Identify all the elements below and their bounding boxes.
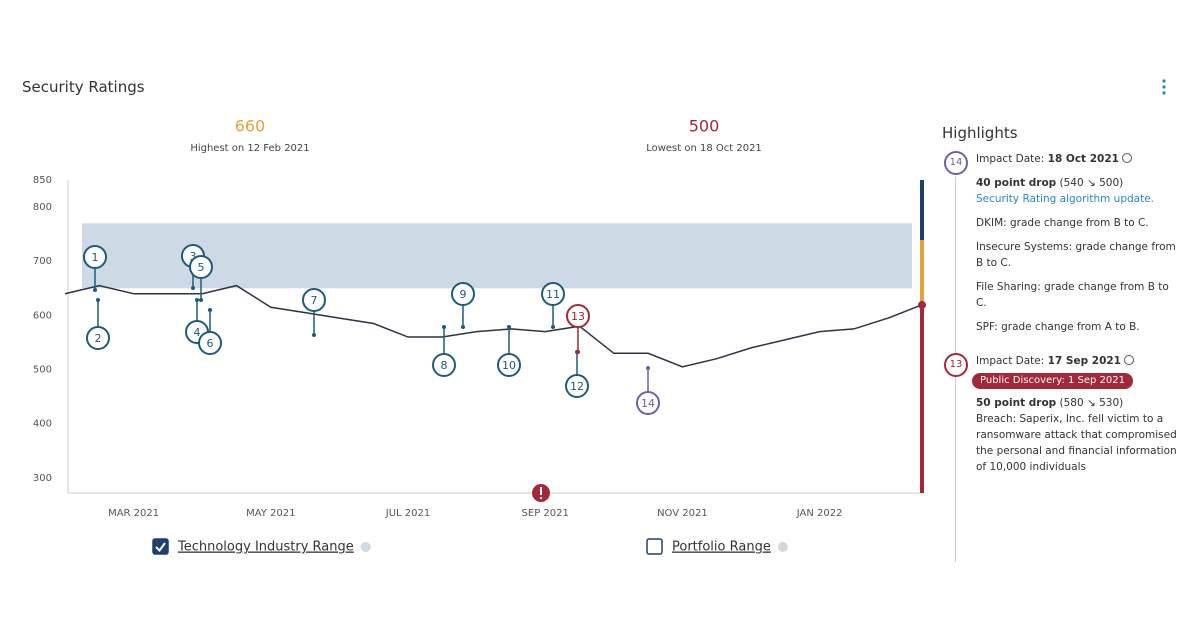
detail: Insecure Systems: grade change from B to… bbox=[976, 241, 1176, 269]
event-dot bbox=[199, 298, 203, 302]
event-dot bbox=[461, 325, 465, 329]
date-label: Impact Date: bbox=[976, 153, 1045, 165]
event-label: 14 bbox=[641, 397, 655, 410]
y-tick-label: 850 bbox=[33, 175, 52, 186]
event-marker[interactable] bbox=[198, 331, 222, 355]
event-dot bbox=[312, 333, 316, 337]
event-label: 12 bbox=[570, 380, 584, 393]
date-label: Impact Date: bbox=[976, 355, 1045, 367]
event-marker[interactable] bbox=[83, 245, 107, 269]
y-tick-label: 600 bbox=[33, 310, 52, 321]
alert-mark bbox=[540, 497, 542, 499]
event-label: 8 bbox=[441, 359, 448, 372]
badge: 14 bbox=[944, 151, 968, 175]
event-dot bbox=[442, 325, 446, 329]
event-label: 4 bbox=[194, 326, 201, 339]
info-icon bbox=[1124, 355, 1134, 365]
event-label: 10 bbox=[502, 359, 516, 372]
drop-change: (580 ↘ 530) bbox=[1059, 397, 1124, 409]
event-marker[interactable] bbox=[86, 326, 110, 350]
date: 18 Oct 2021 bbox=[1047, 153, 1119, 165]
annotation-text: Highest on 12 Feb 2021 bbox=[190, 143, 309, 154]
event-label: 7 bbox=[311, 294, 318, 307]
legend-swatch bbox=[777, 542, 788, 552]
event-label: 3 bbox=[190, 250, 197, 263]
current-dot bbox=[918, 301, 926, 309]
title: Security Ratings bbox=[22, 78, 145, 96]
annotation-value: 500 bbox=[689, 117, 720, 136]
x-tick-label: MAY 2021 bbox=[246, 508, 295, 519]
date: 17 Sep 2021 bbox=[1047, 355, 1121, 367]
highlights-title: Highlights bbox=[942, 125, 1018, 142]
detail: SPF: grade change from A to B. bbox=[976, 321, 1140, 333]
detail: DKIM: grade change from B to C. bbox=[976, 217, 1149, 229]
impact-date: Impact Date: 17 Sep 2021 bbox=[976, 353, 1182, 369]
event-dot bbox=[93, 288, 97, 292]
range-band bbox=[82, 223, 912, 289]
event-dot bbox=[551, 325, 555, 329]
rating-line bbox=[64, 284, 923, 368]
x-tick-label: JAN 2022 bbox=[796, 508, 843, 519]
event-marker[interactable] bbox=[432, 353, 456, 377]
info-icon bbox=[1121, 153, 1132, 163]
x-tick-label: JUL 2021 bbox=[385, 508, 430, 519]
badge: 13 bbox=[944, 353, 968, 377]
legend-swatch bbox=[360, 542, 371, 552]
event-label: 13 bbox=[571, 310, 585, 323]
event-label: 9 bbox=[460, 288, 467, 301]
y-tick-label: 300 bbox=[33, 473, 52, 484]
event-marker[interactable] bbox=[451, 282, 475, 306]
x-tick-label: SEP 2021 bbox=[522, 508, 569, 519]
y-tick-label: 800 bbox=[33, 202, 52, 213]
event-dot bbox=[191, 286, 195, 290]
event-label: 6 bbox=[207, 337, 214, 350]
event-dot bbox=[576, 350, 580, 354]
event-marker[interactable] bbox=[566, 304, 590, 328]
menu-button[interactable] bbox=[1158, 78, 1170, 96]
event-marker[interactable] bbox=[497, 353, 521, 377]
event-dot bbox=[646, 366, 650, 370]
legend-checkbox[interactable] bbox=[646, 538, 663, 555]
annotation-value: 660 bbox=[235, 117, 266, 136]
impact-date: Impact Date: 18 Oct 2021 bbox=[976, 151, 1182, 167]
event-marker[interactable] bbox=[636, 391, 660, 415]
discovery-tag: Public Discovery: 1 Sep 2021 bbox=[972, 373, 1134, 389]
highlight-item: 14 Impact Date: 18 Oct 2021 40 point drop … bbox=[940, 151, 1182, 335]
chart: 660 Highest on 12 Feb 2021 500 Lowest on 18… bbox=[33, 117, 926, 555]
event-dot bbox=[507, 325, 511, 329]
event-label: 11 bbox=[546, 288, 560, 301]
event-dot bbox=[208, 308, 212, 312]
event-dot bbox=[96, 298, 100, 302]
detail: File Sharing: grade change from B to C. bbox=[976, 281, 1169, 309]
y-tick-label: 700 bbox=[33, 256, 52, 267]
legend-label: Portfolio Range bbox=[672, 540, 771, 555]
event-dot bbox=[195, 298, 199, 302]
x-tick-label: NOV 2021 bbox=[657, 508, 708, 519]
alert-mark bbox=[540, 487, 542, 495]
x-tick-label: MAR 2021 bbox=[108, 508, 159, 519]
check-mark bbox=[155, 542, 166, 553]
highlight-item: 13 Impact Date: 17 Sep 2021 Public Discove… bbox=[940, 353, 1182, 475]
drop-change: (540 ↘ 500) bbox=[1059, 177, 1124, 189]
event-marker[interactable] bbox=[189, 255, 213, 279]
update-link[interactable]: Security Rating algorithm update. bbox=[976, 193, 1154, 205]
y-tick-label: 500 bbox=[33, 365, 52, 376]
detail: Breach: Saperix, Inc. fell victim to a r… bbox=[976, 413, 1177, 473]
event-marker[interactable] bbox=[541, 282, 565, 306]
point-drop: 40 point drop (540 ↘ 500) bbox=[976, 175, 1182, 191]
legend-label: Technology Industry Range bbox=[177, 540, 354, 555]
event-label: 2 bbox=[95, 332, 102, 345]
event-marker[interactable] bbox=[565, 374, 589, 398]
drop-label: 50 point drop bbox=[976, 397, 1057, 409]
highlights-panel: Highlights 14 Impact Date: 18 Oct 2021 40 … bbox=[940, 125, 1188, 562]
event-label: 1 bbox=[92, 251, 99, 264]
y-tick-label: 400 bbox=[33, 419, 52, 430]
point-drop: 50 point drop (580 ↘ 530) bbox=[976, 395, 1182, 411]
event-marker[interactable] bbox=[302, 288, 326, 312]
annotation-text: Lowest on 18 Oct 2021 bbox=[646, 143, 762, 154]
legend-checkbox[interactable] bbox=[152, 538, 169, 555]
event-label: 5 bbox=[198, 261, 205, 274]
drop-label: 40 point drop bbox=[976, 177, 1057, 189]
